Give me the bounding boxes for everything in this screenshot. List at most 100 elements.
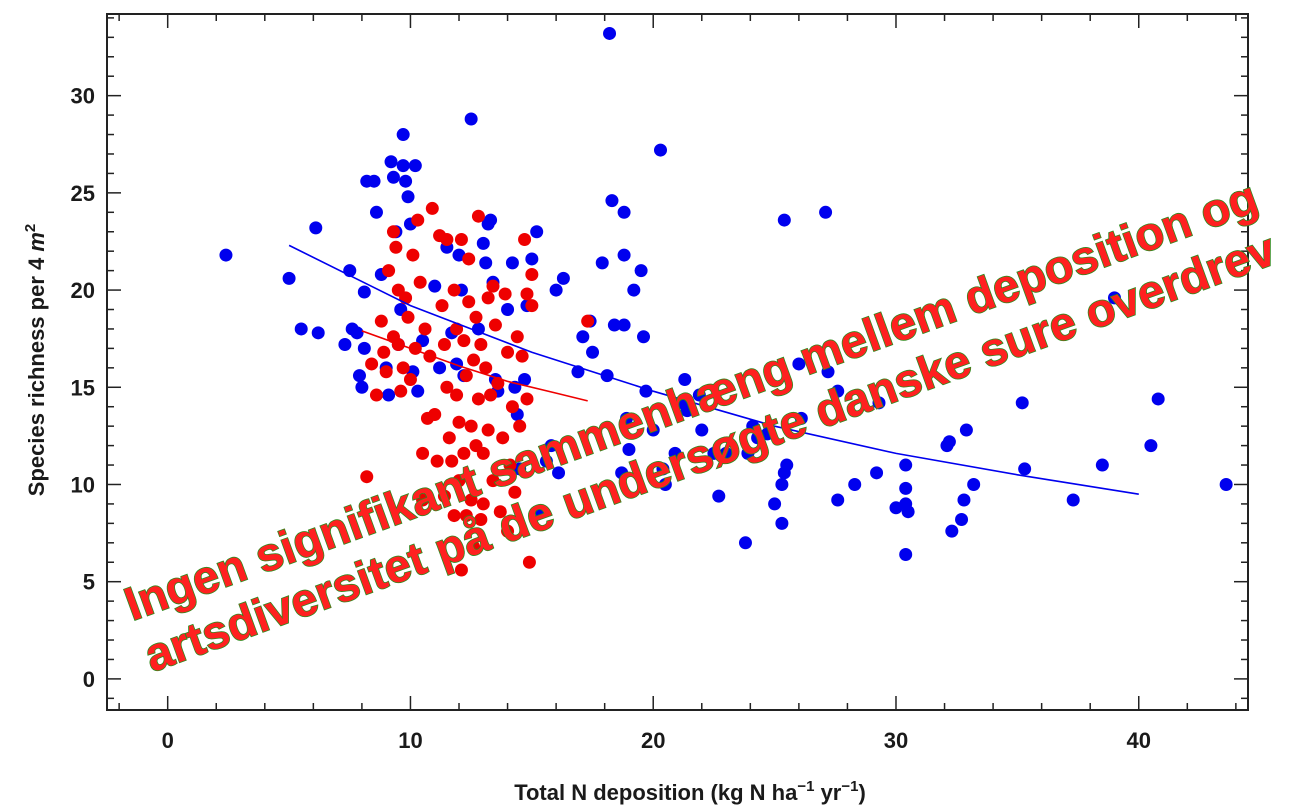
data-point-series-1 xyxy=(294,322,308,336)
data-point-series-1 xyxy=(848,477,862,491)
data-point-series-1 xyxy=(311,326,325,340)
data-point-series-1 xyxy=(530,225,544,239)
data-point-series-2 xyxy=(496,431,510,445)
data-point-series-1 xyxy=(576,330,590,344)
data-point-series-1 xyxy=(692,388,706,402)
data-point-series-2 xyxy=(484,388,498,402)
data-point-series-2 xyxy=(447,509,461,523)
data-point-series-1 xyxy=(707,446,721,460)
data-point-series-1 xyxy=(603,26,617,40)
data-point-series-1 xyxy=(352,369,366,383)
data-point-series-1 xyxy=(399,174,413,188)
data-point-series-2 xyxy=(440,380,454,394)
data-point-series-1 xyxy=(794,411,808,425)
x-axis-title-end: ) xyxy=(858,780,865,805)
data-point-series-1 xyxy=(549,283,563,297)
y-tick-label: 0 xyxy=(83,667,95,692)
x-tick-label: 30 xyxy=(884,728,908,753)
x-tick-label: 40 xyxy=(1127,728,1151,753)
data-point-series-1 xyxy=(350,326,364,340)
x-tick-label: 10 xyxy=(398,728,422,753)
data-point-series-1 xyxy=(552,466,566,480)
y-tick-label: 5 xyxy=(83,570,95,595)
data-point-series-2 xyxy=(469,310,483,324)
data-point-series-2 xyxy=(447,283,461,297)
data-point-series-2 xyxy=(416,493,430,507)
data-point-series-1 xyxy=(680,404,694,418)
data-point-series-2 xyxy=(520,287,534,301)
data-point-series-1 xyxy=(433,361,447,375)
data-point-series-2 xyxy=(450,322,464,336)
data-point-series-1 xyxy=(746,419,760,433)
data-point-series-2 xyxy=(442,431,456,445)
data-point-series-1 xyxy=(780,458,794,472)
data-point-series-1 xyxy=(656,462,670,476)
data-point-series-2 xyxy=(382,264,396,278)
data-point-series-1 xyxy=(505,256,519,270)
data-point-series-2 xyxy=(518,233,532,247)
x-axis-title-exp2: −1 xyxy=(841,778,858,795)
data-point-series-1 xyxy=(957,493,971,507)
y-axis-title: Species richness per 4 m2 xyxy=(22,224,49,496)
data-point-series-1 xyxy=(668,446,682,460)
data-point-series-2 xyxy=(464,419,478,433)
data-point-series-2 xyxy=(479,361,493,375)
data-point-series-1 xyxy=(535,505,549,519)
data-point-series-2 xyxy=(394,384,408,398)
data-point-series-1 xyxy=(1151,392,1165,406)
data-point-series-1 xyxy=(396,128,410,142)
data-point-series-2 xyxy=(513,419,527,433)
data-point-series-2 xyxy=(503,458,517,472)
y-tick-label: 25 xyxy=(71,181,95,206)
data-point-series-1 xyxy=(401,190,415,204)
data-point-series-1 xyxy=(1107,291,1121,305)
data-point-series-1 xyxy=(219,248,233,262)
axis-ticks: 0 10 20 30 40 0 5 10 15 20 25 30 xyxy=(71,14,1248,753)
data-point-series-2 xyxy=(486,474,500,488)
y-axis-title-unit: m xyxy=(24,232,49,252)
data-point-series-2 xyxy=(505,400,519,414)
data-point-series-1 xyxy=(382,388,396,402)
data-point-series-2 xyxy=(418,322,432,336)
data-point-series-1 xyxy=(617,318,631,332)
y-axis-title-main: Species richness per 4 xyxy=(24,252,49,497)
data-point-series-1 xyxy=(712,489,726,503)
data-point-series-1 xyxy=(899,458,913,472)
data-point-series-2 xyxy=(501,345,515,359)
data-point-series-2 xyxy=(462,252,476,266)
data-point-series-2 xyxy=(464,493,478,507)
data-point-series-1 xyxy=(899,547,913,561)
data-point-series-1 xyxy=(544,439,558,453)
data-point-series-2 xyxy=(379,365,393,379)
data-point-series-2 xyxy=(474,512,488,526)
y-tick-label: 15 xyxy=(71,375,95,400)
data-point-series-2 xyxy=(471,209,485,223)
overlay-line-1: Ingen signifikant sammenhæng mellem depo… xyxy=(117,170,1264,631)
data-point-series-1 xyxy=(695,423,709,437)
data-point-series-2 xyxy=(486,279,500,293)
data-point-series-1 xyxy=(408,159,422,173)
data-points xyxy=(219,26,1233,577)
data-point-series-2 xyxy=(411,213,425,227)
y-tick-label: 20 xyxy=(71,278,95,303)
data-point-series-2 xyxy=(406,248,420,262)
data-point-series-2 xyxy=(437,489,451,503)
data-point-series-2 xyxy=(386,225,400,239)
data-point-series-1 xyxy=(775,516,789,530)
data-point-series-1 xyxy=(627,283,641,297)
data-point-series-1 xyxy=(450,357,464,371)
data-point-series-2 xyxy=(377,345,391,359)
data-point-series-2 xyxy=(520,392,534,406)
data-point-series-1 xyxy=(501,303,515,317)
data-point-series-1 xyxy=(738,536,752,550)
data-point-series-1 xyxy=(741,446,755,460)
data-point-series-2 xyxy=(467,540,481,554)
data-point-series-2 xyxy=(471,392,485,406)
overlay-line-2: artsdiversitet på de undersøgte danske s… xyxy=(137,222,1282,682)
data-point-series-1 xyxy=(615,466,629,480)
data-point-series-2 xyxy=(401,310,415,324)
data-point-series-1 xyxy=(775,477,789,491)
data-point-series-2 xyxy=(435,299,449,313)
data-point-series-2 xyxy=(493,505,507,519)
x-axis-title-exp1: −1 xyxy=(797,778,814,795)
